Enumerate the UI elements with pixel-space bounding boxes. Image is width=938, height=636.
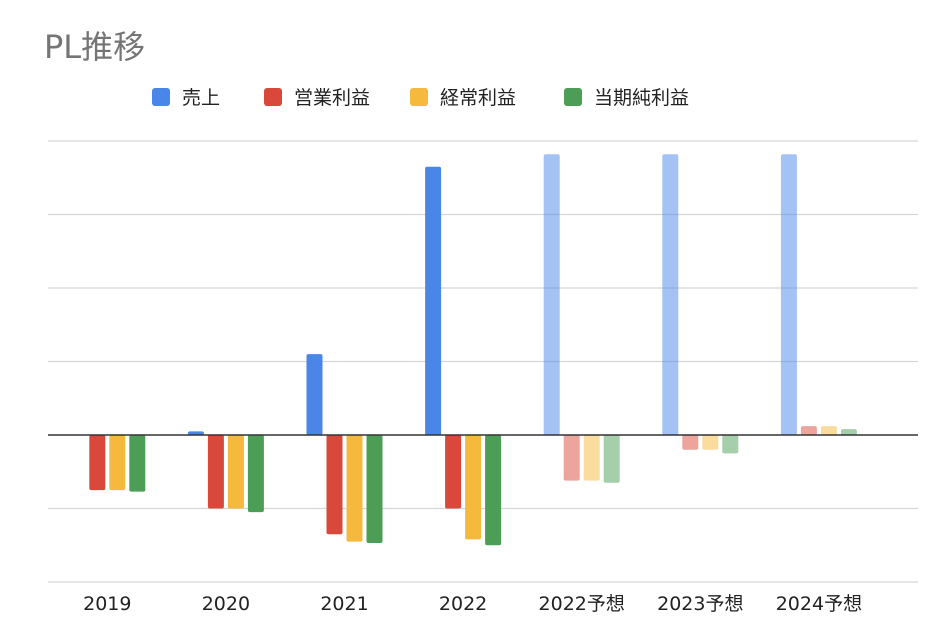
- bar-2021-売上: [306, 354, 323, 435]
- bar-2022予想-売上: [543, 154, 560, 436]
- x-tick-label: 2019: [83, 593, 131, 615]
- bar-2021-営業利益: [326, 435, 343, 535]
- bar-2022-売上: [425, 166, 442, 435]
- x-tick-label: 2022予想: [539, 593, 625, 615]
- bar-2023予想-営業利益: [682, 435, 699, 450]
- legend-swatch: [410, 88, 428, 106]
- legend-swatch: [564, 88, 582, 106]
- bar-2024予想-当期純利益: [840, 429, 857, 435]
- legend-swatch: [264, 88, 282, 106]
- bar-2021-経常利益: [346, 435, 363, 542]
- x-tick-label: 2023予想: [657, 593, 743, 615]
- bar-2024予想-経常利益: [820, 426, 837, 435]
- legend-item: 経常利益: [410, 87, 516, 109]
- x-tick-label: 2024予想: [776, 593, 862, 615]
- legend-label: 営業利益: [294, 87, 370, 109]
- bar-2023予想-当期純利益: [722, 435, 739, 454]
- legend-label: 売上: [182, 87, 220, 109]
- legend-label: 経常利益: [440, 87, 516, 109]
- bar-2020-当期純利益: [247, 435, 264, 513]
- bar-2022-当期純利益: [485, 435, 502, 546]
- legend-label: 当期純利益: [594, 87, 689, 109]
- legend-swatch: [152, 88, 170, 106]
- bars-layer: [89, 154, 857, 546]
- bar-2022予想-当期純利益: [603, 435, 620, 483]
- bar-2020-経常利益: [227, 435, 244, 509]
- legend-item: 営業利益: [264, 87, 370, 109]
- bar-2020-営業利益: [207, 435, 224, 509]
- bar-2022予想-経常利益: [583, 435, 600, 481]
- bar-2024予想-営業利益: [800, 426, 817, 435]
- bar-2022予想-営業利益: [563, 435, 580, 481]
- legend-item: 売上: [152, 87, 220, 109]
- bar-2020-売上: [187, 431, 204, 435]
- x-tick-label: 2022: [439, 593, 487, 615]
- bar-2023予想-経常利益: [702, 435, 719, 450]
- grid-layer: [48, 140, 918, 583]
- bar-2024予想-売上: [780, 154, 797, 436]
- legend-item: 当期純利益: [564, 87, 689, 109]
- x-tick-label: 2021: [320, 593, 368, 615]
- x-axis-ticks: 2019 2020 2021 2022 2022予想 2023予想 2024予想: [83, 593, 862, 615]
- chart-title: PL推移: [44, 28, 146, 66]
- bar-2023予想-売上: [662, 154, 679, 436]
- bar-2019-営業利益: [89, 435, 106, 491]
- bar-2019-経常利益: [109, 435, 126, 491]
- bar-2022-経常利益: [465, 435, 482, 540]
- bar-2022-営業利益: [445, 435, 462, 509]
- bar-2021-当期純利益: [366, 435, 383, 544]
- x-tick-label: 2020: [202, 593, 250, 615]
- legend: 売上 営業利益 経常利益 当期純利益: [152, 87, 689, 109]
- bar-2019-当期純利益: [129, 435, 146, 492]
